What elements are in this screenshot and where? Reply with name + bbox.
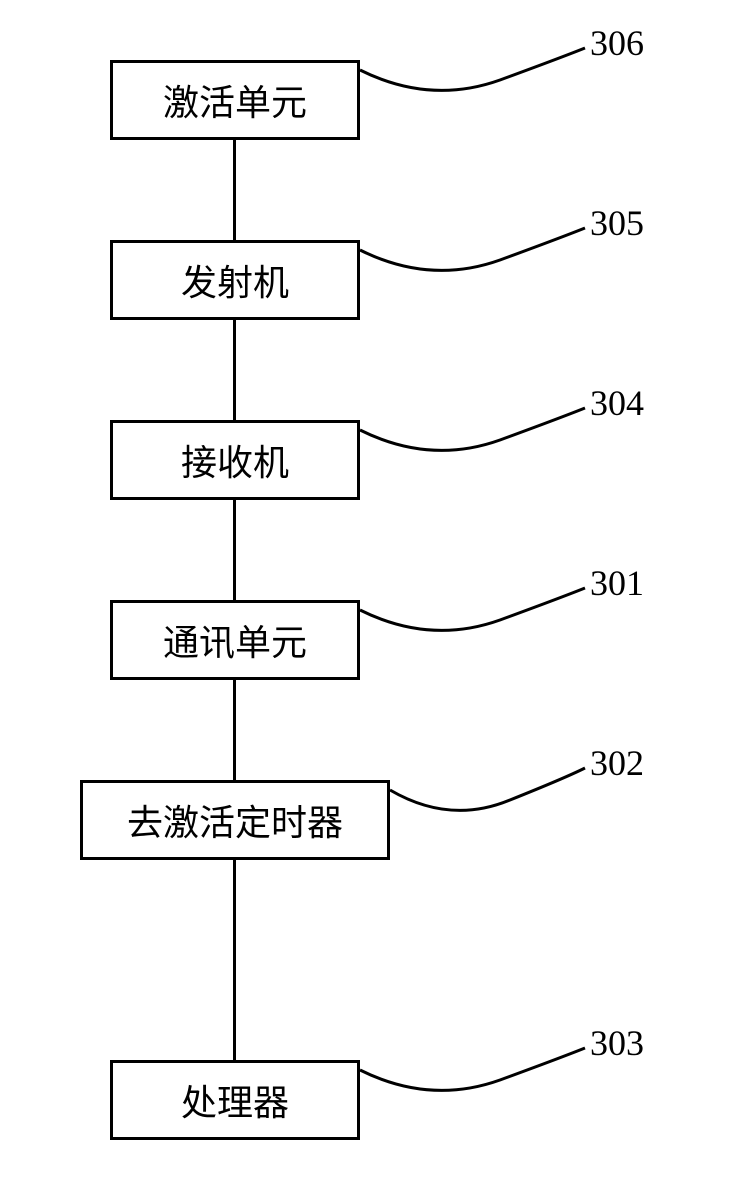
node-processor: 处理器 — [110, 1060, 360, 1140]
callout-number: 306 — [590, 22, 644, 64]
callout-number: 302 — [590, 742, 644, 784]
node-label: 接收机 — [181, 434, 289, 486]
node-label: 去激活定时器 — [127, 794, 343, 846]
callout-number: 303 — [590, 1022, 644, 1064]
callout-number: 304 — [590, 382, 644, 424]
node-transmitter: 发射机 — [110, 240, 360, 320]
callout-number: 305 — [590, 202, 644, 244]
connector-line — [233, 860, 236, 1060]
node-receiver: 接收机 — [110, 420, 360, 500]
node-deactivation-timer: 去激活定时器 — [80, 780, 390, 860]
node-label: 发射机 — [181, 254, 289, 306]
node-label: 处理器 — [181, 1074, 289, 1126]
node-label: 通讯单元 — [163, 614, 307, 666]
node-communication-unit: 通讯单元 — [110, 600, 360, 680]
connector-line — [233, 320, 236, 420]
connector-line — [233, 140, 236, 240]
connector-line — [233, 680, 236, 780]
node-label: 激活单元 — [163, 74, 307, 126]
node-activation-unit: 激活单元 — [110, 60, 360, 140]
callout-number: 301 — [590, 562, 644, 604]
connector-line — [233, 500, 236, 600]
